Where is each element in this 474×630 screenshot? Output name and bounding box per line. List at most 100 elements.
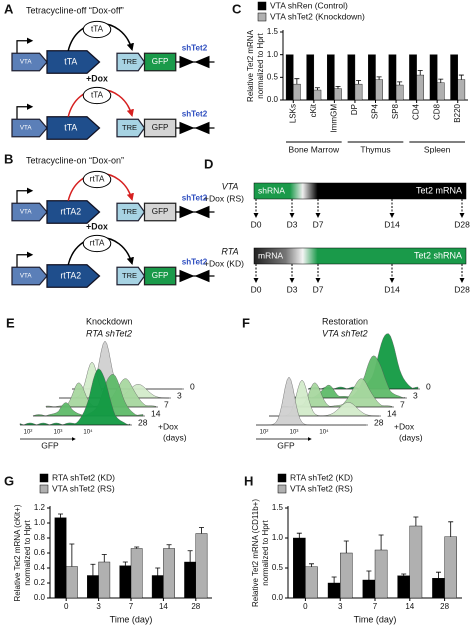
unit: (days)	[399, 432, 423, 442]
operator-label: TRE	[122, 207, 137, 216]
x-tick-label: DP	[350, 104, 359, 115]
bar	[65, 566, 78, 599]
panel-title: Restoration	[322, 316, 368, 326]
y-axis-label: Relative Tet2 mRNA	[246, 29, 255, 102]
hairpin	[179, 121, 195, 135]
y-tick-label: 0.5	[267, 72, 279, 81]
timepoint-label: D14	[384, 284, 400, 294]
x-tick-label: CD4	[412, 103, 421, 120]
day-label: 7	[400, 399, 405, 409]
y-tick-label: 0.0	[272, 593, 284, 602]
day-label: 14	[151, 408, 161, 418]
error-bar	[376, 76, 382, 80]
legend-label: RTA shTet2 (KD)	[52, 472, 115, 482]
bar	[347, 54, 356, 101]
legend-label: VTA shTet2 (RS)	[290, 483, 353, 493]
treatment: +Dox	[158, 421, 179, 431]
protein-label: tTA	[91, 91, 104, 100]
y-tick-label: 0.4	[34, 563, 46, 572]
driver	[46, 264, 101, 288]
axis-label: GFP	[41, 440, 59, 450]
timepoint-label: D7	[313, 219, 324, 229]
axis-tick-label: 10³	[54, 430, 63, 436]
panel-letter: E	[6, 315, 15, 330]
bar	[362, 579, 376, 599]
y-tick-label: 0.5	[272, 563, 284, 572]
day-label: 0	[426, 381, 431, 391]
day-label: 7	[164, 399, 169, 409]
construct: VTA tTA tTA TRE GFP shTet2	[11, 20, 215, 74]
error-bar	[134, 546, 140, 549]
error-bar	[198, 527, 204, 534]
bar	[397, 575, 410, 599]
x-tick-label: 28	[440, 602, 449, 611]
hairpin	[194, 121, 210, 135]
x-tick-label: 0	[303, 602, 308, 611]
bar	[395, 84, 404, 101]
bar	[374, 549, 388, 599]
timepoint-label: D3	[287, 219, 298, 229]
promoter-label: VTA	[20, 209, 33, 216]
promoter-arrow	[16, 37, 34, 54]
hairpin-label: shTet2	[182, 43, 208, 52]
protein-label: rtTA	[90, 239, 105, 248]
x-tick-label: LSKs	[288, 104, 297, 123]
hairpin	[179, 205, 195, 219]
bar	[388, 54, 397, 101]
promoter-arrow	[16, 103, 34, 120]
driver	[46, 50, 101, 74]
timepoint-label: D0	[251, 284, 262, 294]
x-tick-label: 3	[338, 602, 343, 611]
day-label: 28	[374, 417, 384, 427]
cell-line: RTA	[221, 246, 238, 256]
cell-line: VTA	[222, 181, 239, 191]
error-bar	[69, 543, 75, 567]
panel-letter: C	[232, 1, 242, 16]
driver-label: tTA	[64, 56, 77, 66]
y-tick-label: 1.0	[34, 518, 46, 527]
promoter-label: VTA	[20, 273, 33, 280]
bar	[326, 54, 335, 101]
axis-tick-label: 10²	[24, 430, 33, 436]
error-bar	[438, 78, 444, 83]
x-tick-label: SP4	[371, 103, 380, 119]
x-tick-label: 0	[64, 602, 69, 611]
error-bar	[401, 573, 407, 576]
error-bar	[101, 554, 107, 562]
promoter-arrow	[16, 251, 34, 268]
bar	[54, 517, 67, 599]
promoter	[11, 202, 48, 222]
axis-tick-label: 10⁴	[83, 429, 93, 436]
x-tick-label: B220	[453, 103, 462, 122]
y-axis-label: Relative Tet2 mRNA (cKit+)	[13, 504, 22, 601]
y-tick-label: 0.6	[34, 548, 46, 557]
error-bar	[122, 561, 128, 566]
group-label: Bone Marrow	[289, 144, 340, 154]
y-tick-label: 1.5	[272, 503, 284, 512]
bar	[163, 548, 175, 599]
bar	[354, 83, 363, 101]
bar	[293, 83, 301, 101]
construct: VTA rtTA2 rtTA TRE GFP shTet2	[11, 170, 215, 224]
legend-swatch	[257, 1, 267, 11]
error-bar	[436, 571, 442, 579]
protein	[82, 170, 112, 189]
operator	[116, 118, 146, 138]
driver	[46, 116, 101, 140]
hairpin	[194, 205, 210, 219]
panel-letter: H	[244, 473, 253, 488]
axis-tick-label: 10²	[260, 430, 269, 436]
legend-swatch	[277, 473, 287, 483]
reporter-label: GFP	[152, 271, 169, 280]
bar	[87, 575, 99, 599]
operator	[116, 52, 146, 72]
error-bar	[413, 516, 419, 526]
timepoint-label: D7	[313, 284, 324, 294]
bar	[409, 54, 417, 101]
axis-tick-label: 10⁴	[319, 429, 329, 436]
x-tick-label: 28	[191, 602, 200, 611]
operator-label: TRE	[122, 271, 137, 280]
panel-letter: D	[204, 156, 213, 171]
start-label: mRNA	[258, 250, 283, 260]
operator	[116, 266, 146, 286]
